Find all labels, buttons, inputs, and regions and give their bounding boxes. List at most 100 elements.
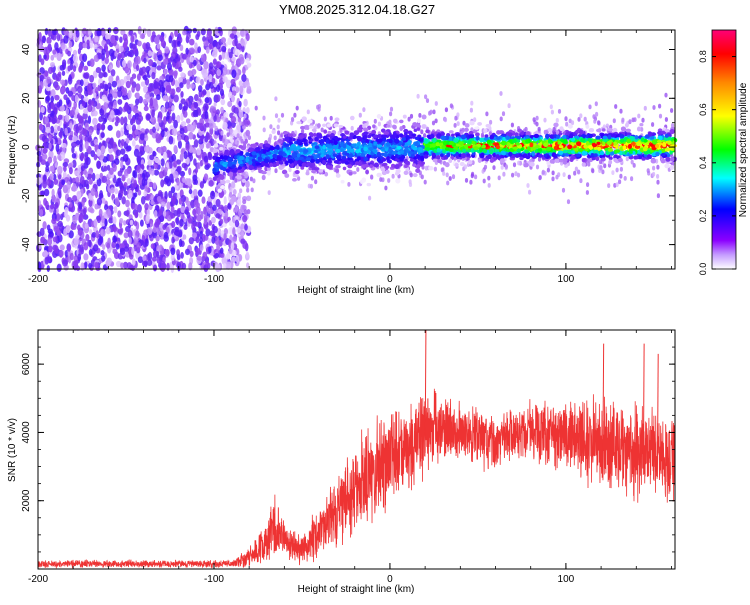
heatmap-cell — [158, 171, 165, 179]
heatmap-cell — [38, 54, 42, 63]
heatmap-cell — [83, 78, 89, 87]
heatmap-cell — [92, 82, 97, 89]
heatmap-cell — [126, 177, 132, 185]
heatmap-cell — [71, 146, 75, 154]
heatmap-cell — [416, 127, 421, 131]
heatmap-cell — [40, 58, 45, 66]
heatmap-cell — [193, 199, 199, 208]
heatmap-cell — [220, 37, 227, 44]
heatmap-cell — [199, 244, 204, 252]
heatmap-cell — [126, 167, 132, 175]
heatmap-cell — [119, 247, 126, 256]
heatmap-cell — [113, 206, 118, 214]
heatmap-cell — [230, 139, 235, 143]
heatmap-cell — [219, 146, 224, 151]
heatmap-cell — [228, 51, 233, 59]
heatmap-cell — [463, 127, 469, 132]
heatmap-cell — [132, 43, 137, 50]
heatmap-cell — [446, 180, 450, 186]
heatmap-cell — [126, 74, 131, 81]
heatmap-cell — [195, 76, 201, 84]
heatmap-cell — [102, 244, 106, 250]
heatmap-cell — [105, 50, 110, 58]
heatmap-cell — [597, 120, 601, 126]
heatmap-cell — [79, 175, 85, 185]
heatmap-cell — [93, 153, 98, 161]
heatmap-cell — [230, 242, 235, 251]
heatmap-cell — [58, 250, 64, 258]
heatmap-cell — [196, 255, 202, 261]
heatmap-cell — [180, 112, 184, 122]
heatmap-cell — [309, 183, 313, 189]
heatmap-cell — [230, 128, 234, 134]
heatmap-cell — [57, 125, 61, 132]
heatmap-cell — [46, 36, 52, 45]
heatmap-cell — [68, 31, 73, 38]
heatmap-cell — [77, 115, 83, 123]
heatmap-cell — [623, 176, 627, 181]
heatmap-cell — [205, 259, 209, 267]
heatmap-cell — [636, 126, 642, 132]
heatmap-cell — [183, 110, 188, 118]
heatmap-cell — [47, 156, 53, 164]
heatmap-cell — [106, 164, 111, 171]
heatmap-cell — [55, 73, 62, 82]
heatmap-cell — [190, 48, 196, 55]
heatmap-cell — [223, 232, 227, 241]
heatmap-cell — [163, 58, 168, 66]
heatmap-cell — [189, 38, 195, 46]
heatmap-cell — [71, 153, 77, 159]
heatmap-cell — [42, 180, 47, 189]
heatmap-cell — [170, 247, 176, 256]
heatmap-cell — [200, 54, 206, 63]
heatmap-cell — [169, 173, 174, 183]
heatmap-cell — [187, 28, 192, 34]
heatmap-cell — [64, 114, 70, 123]
heatmap-cell — [261, 174, 266, 181]
heatmap-cell — [294, 174, 299, 178]
heatmap-cell — [50, 101, 55, 110]
heatmap-cell — [196, 162, 201, 170]
heatmap-cell — [241, 73, 247, 83]
heatmap-cell — [112, 235, 118, 243]
heatmap-cell — [49, 61, 56, 68]
heatmap-cell — [203, 40, 209, 47]
heatmap-cell — [157, 54, 163, 62]
heatmap-cell — [164, 166, 168, 173]
heatmap-cell — [292, 177, 297, 182]
heatmap-cell — [615, 167, 619, 173]
heatmap-cell — [52, 203, 59, 210]
heatmap-cell — [111, 80, 117, 88]
heatmap-cell — [188, 188, 193, 195]
heatmap-cell — [98, 208, 103, 218]
heatmap-cell — [100, 145, 106, 154]
heatmap-cell — [115, 130, 121, 139]
heatmap-cell — [274, 168, 278, 174]
heatmap-cell — [216, 68, 222, 77]
heatmap-cell — [74, 259, 79, 266]
heatmap-cell — [143, 105, 149, 112]
heatmap-cell — [236, 43, 242, 51]
heatmap-cell — [159, 112, 163, 119]
heatmap-cell — [44, 256, 50, 265]
heatmap-cell — [72, 195, 78, 202]
heatmap-cell — [619, 173, 623, 179]
heatmap-cell — [54, 94, 60, 101]
heatmap-cell — [101, 215, 105, 224]
heatmap-cell — [129, 219, 134, 226]
heatmap-cell — [153, 209, 158, 218]
heatmap-cell — [166, 62, 173, 71]
heatmap-cell — [241, 121, 245, 127]
heatmap-cell — [78, 133, 83, 140]
heatmap-cell — [89, 40, 94, 49]
heatmap-cell — [197, 46, 202, 54]
heatmap-cell — [254, 105, 258, 111]
heatmap-cell — [69, 130, 74, 137]
heatmap-cell — [93, 92, 97, 99]
heatmap-cell — [595, 128, 602, 133]
heatmap-cell — [115, 260, 122, 268]
heatmap-cell — [42, 142, 48, 149]
heatmap-cell — [59, 130, 63, 139]
heatmap-cell — [41, 35, 46, 44]
